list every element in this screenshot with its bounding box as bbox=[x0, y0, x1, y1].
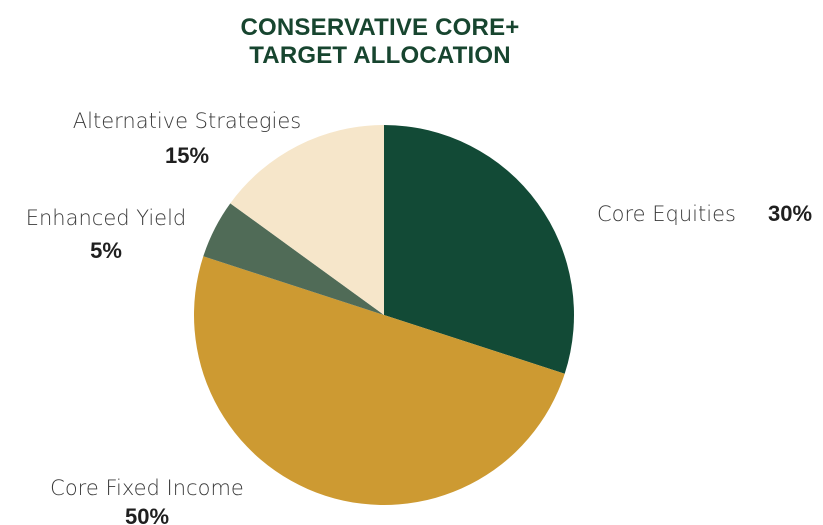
chart-title-line-1: CONSERVATIVE CORE+ bbox=[240, 14, 520, 41]
label-enhanced-yield: Enhanced Yield 5% bbox=[26, 206, 187, 263]
slice-value-enhanced-yield: 5% bbox=[90, 238, 122, 263]
slice-label-enhanced-yield: Enhanced Yield bbox=[26, 206, 187, 230]
slice-value-alternative-strategies: 15% bbox=[165, 143, 209, 168]
pie-slice-core-fixed-income bbox=[194, 256, 565, 505]
slice-label-alternative-strategies: Alternative Strategies bbox=[73, 109, 301, 133]
pie-slices bbox=[194, 125, 574, 505]
pie-slice-core-equities bbox=[384, 125, 574, 374]
slice-value-core-fixed-income: 50% bbox=[125, 504, 169, 525]
label-core-fixed-income: Core Fixed Income 50% bbox=[50, 476, 244, 525]
pie-slice-enhanced-yield bbox=[203, 203, 384, 315]
chart-title: CONSERVATIVE CORE+ TARGET ALLOCATION bbox=[0, 14, 760, 70]
pie-slice-alternative-strategies bbox=[230, 125, 384, 315]
chart-title-line-2: TARGET ALLOCATION bbox=[249, 42, 511, 69]
slice-value-core-equities: 30% bbox=[768, 201, 812, 226]
label-alternative-strategies: Alternative Strategies 15% bbox=[73, 109, 301, 168]
slice-label-core-equities: Core Equities bbox=[597, 202, 736, 226]
label-core-equities: Core Equities 30% bbox=[597, 201, 812, 226]
slice-label-core-fixed-income: Core Fixed Income bbox=[50, 476, 244, 500]
